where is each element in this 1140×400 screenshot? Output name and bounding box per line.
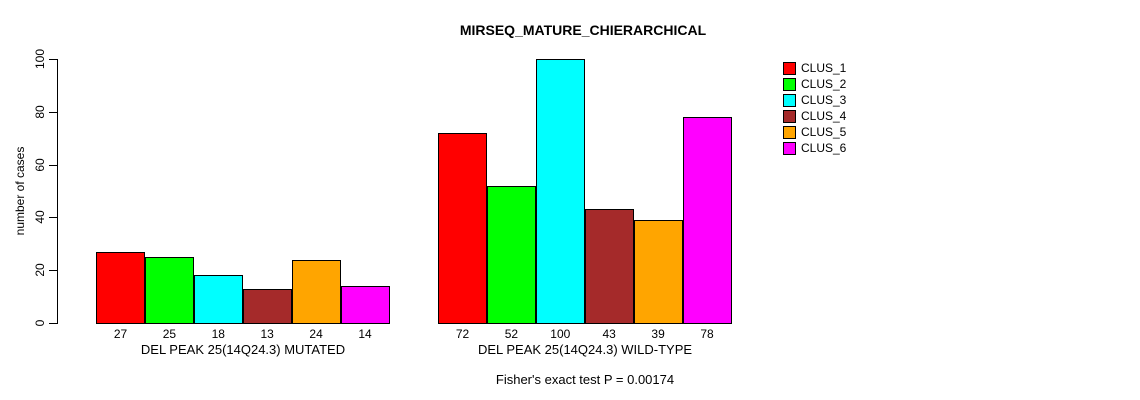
legend-label-clus_6: CLUS_6 [801, 141, 847, 155]
legend-swatch-clus_3 [783, 94, 796, 107]
y-tick-label: 40 [33, 210, 47, 225]
bar-clus_6-group1 [340, 286, 390, 324]
bar-value-label: 72 [455, 327, 470, 341]
legend-swatch-clus_5 [783, 126, 796, 139]
bar-clus_4-group2 [584, 209, 634, 324]
bar-clus_6-group2 [682, 117, 732, 324]
y-tick-mark [49, 323, 57, 324]
bar-value-label: 14 [358, 327, 372, 341]
legend-swatch-clus_4 [783, 110, 796, 123]
legend-swatch-clus_6 [783, 142, 796, 155]
y-tick-label: 100 [33, 48, 47, 70]
group-label-mutated: DEL PEAK 25(14Q24.3) MUTATED [140, 342, 346, 357]
bar-clus_5-group1 [291, 259, 341, 324]
y-tick-label: 60 [33, 157, 47, 172]
bar-value-label: 43 [602, 327, 616, 341]
bar-value-label: 13 [260, 327, 274, 341]
bar-clus_2-group2 [486, 185, 536, 324]
y-axis-title: number of cases [13, 146, 27, 236]
legend-swatch-clus_2 [783, 78, 796, 91]
bar-value-label: 27 [113, 327, 128, 341]
bar-clus_4-group1 [242, 288, 292, 324]
fisher-test-note: Fisher's exact test P = 0.00174 [495, 372, 675, 387]
bar-value-label: 18 [211, 327, 225, 341]
y-tick-label: 80 [33, 105, 47, 119]
y-tick-mark [49, 164, 57, 166]
bar-value-label: 39 [651, 327, 665, 341]
chart-title: MIRSEQ_MATURE_CHIERARCHICAL [459, 22, 707, 38]
legend-label-clus_3: CLUS_3 [801, 93, 847, 107]
bar-clus_1-group2 [438, 132, 487, 324]
legend-label-clus_4: CLUS_4 [801, 109, 847, 123]
legend-label-clus_2: CLUS_2 [801, 77, 847, 91]
bar-value-label: 25 [162, 327, 177, 341]
bar-value-label: 52 [504, 327, 519, 341]
y-tick-label: 20 [33, 263, 47, 277]
legend-label-clus_5: CLUS_5 [801, 125, 847, 139]
y-axis-line [57, 59, 58, 324]
y-tick-mark [49, 217, 57, 219]
bar-clus_1-group1 [96, 251, 145, 324]
bar-clus_2-group1 [144, 257, 194, 324]
bar-clus_5-group2 [633, 220, 683, 324]
y-tick-mark [49, 270, 57, 272]
legend-swatch-clus_1 [783, 62, 796, 75]
bar-value-label: 100 [550, 327, 571, 341]
bar-value-label: 24 [309, 327, 323, 341]
bar-clus_3-group1 [193, 275, 243, 324]
bar-value-label: 78 [700, 327, 714, 341]
group-label-wildtype: DEL PEAK 25(14Q24.3) WILD-TYPE [477, 342, 693, 357]
y-tick-label: 0 [33, 319, 47, 327]
y-tick-mark [49, 59, 57, 60]
bar-clus_3-group2 [535, 59, 585, 324]
legend-label-clus_1: CLUS_1 [801, 61, 847, 75]
y-tick-mark [49, 111, 57, 113]
